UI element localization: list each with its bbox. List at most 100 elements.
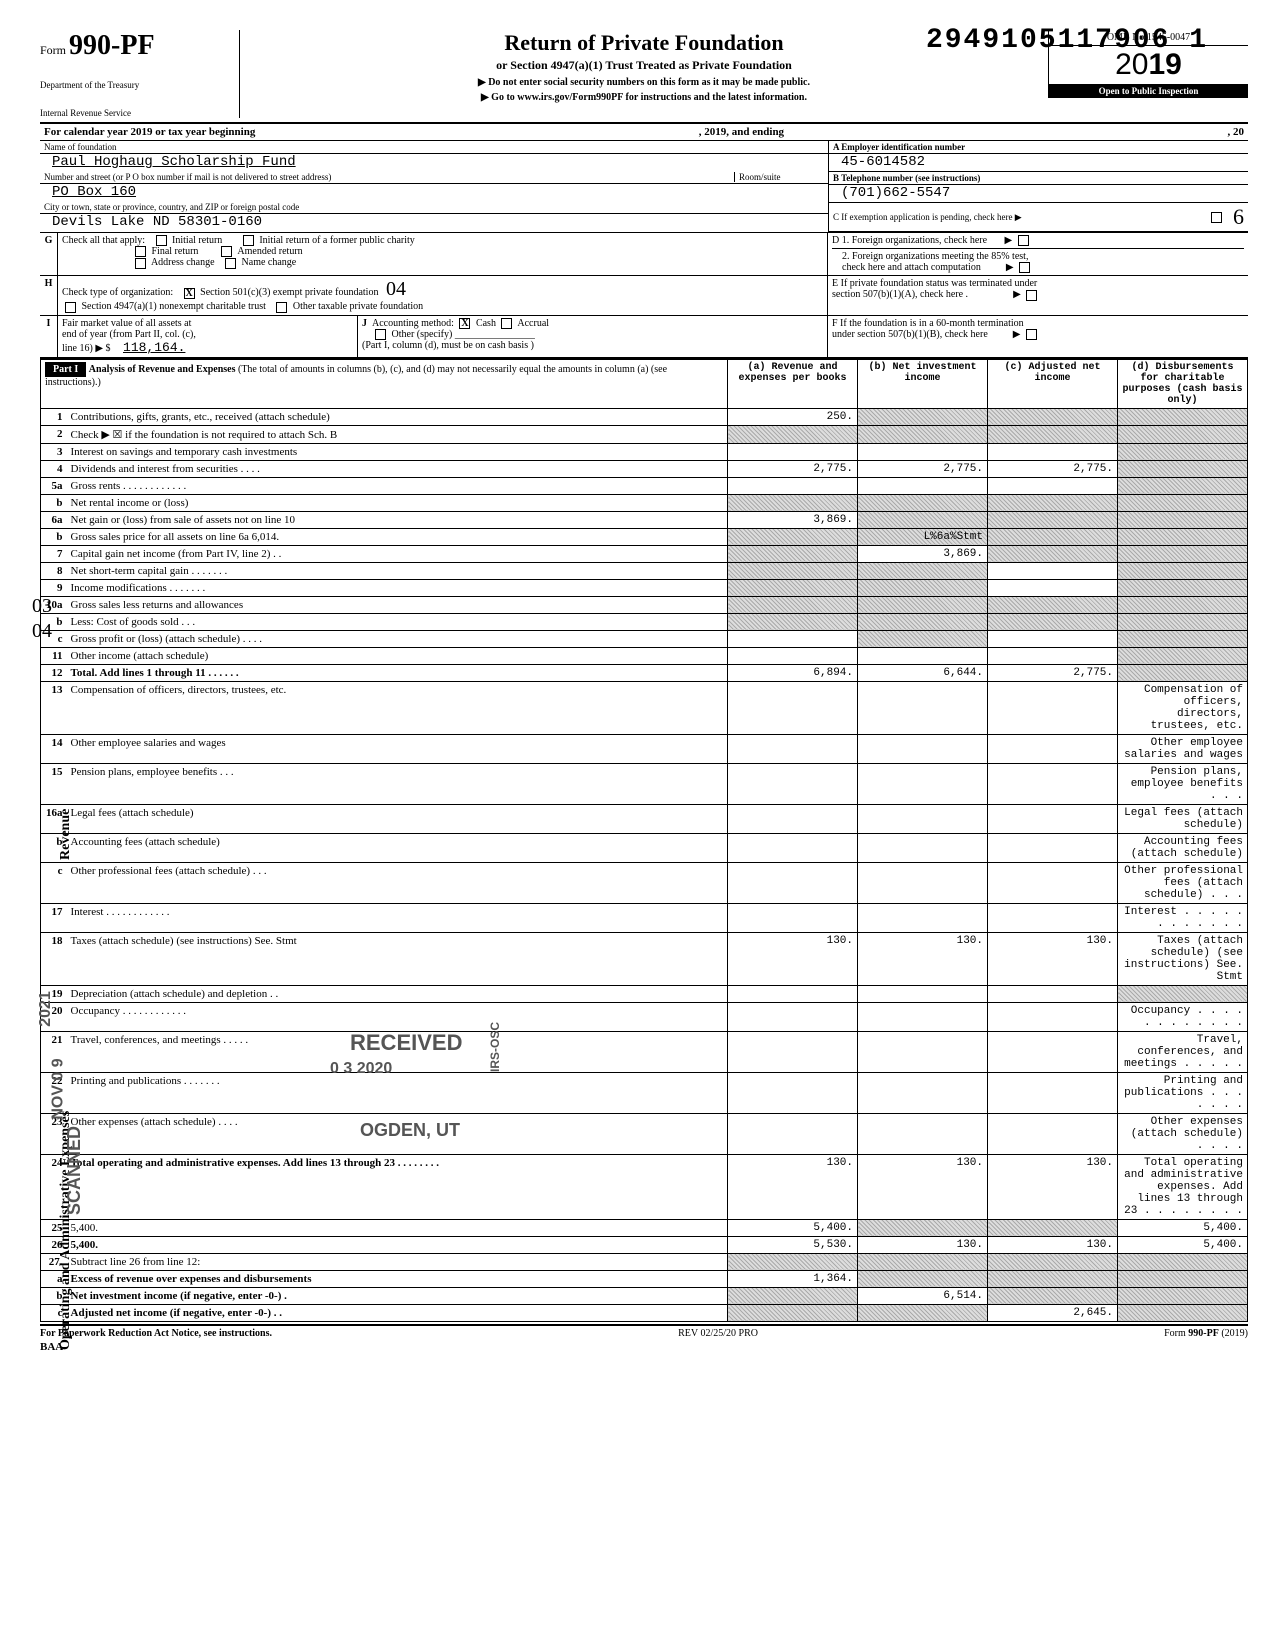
line-number: 11 [41, 647, 67, 664]
ck-addr-change[interactable] [135, 258, 146, 269]
col-a-cell [728, 1113, 858, 1154]
ck-former-charity[interactable] [243, 235, 254, 246]
line-description: Contributions, gifts, grants, etc., rece… [67, 408, 728, 425]
ck-final-return[interactable] [135, 246, 146, 257]
col-d-cell [1118, 408, 1248, 425]
line-description: Dividends and interest from securities .… [67, 460, 728, 477]
col-b-cell [858, 1219, 988, 1236]
col-b-cell [858, 494, 988, 511]
line-number: 18 [41, 932, 67, 985]
col-b-cell: L%6a%Stmt [858, 528, 988, 545]
table-row: 19Depreciation (attach schedule) and dep… [41, 985, 1248, 1002]
line-description: Total. Add lines 1 through 11 . . . . . … [67, 664, 728, 681]
line-description: Adjusted net income (if negative, enter … [67, 1304, 728, 1321]
col-b-cell [858, 681, 988, 734]
table-row: 265,400.5,530.130.130.5,400. [41, 1236, 1248, 1253]
col-b-cell [858, 734, 988, 763]
col-a-cell [728, 903, 858, 932]
ck-4947[interactable] [65, 302, 76, 313]
col-c-cell [988, 1219, 1118, 1236]
col-d-cell: Other employee salaries and wages [1118, 734, 1248, 763]
col-b-cell [858, 1253, 988, 1270]
col-b-cell [858, 1113, 988, 1154]
letter-i: I [40, 316, 58, 357]
g-opt-1: Final return [152, 246, 199, 257]
g-opt-0: Initial return [172, 235, 222, 246]
col-a-cell: 130. [728, 932, 858, 985]
cal-mid: , 2019, and ending [699, 126, 784, 138]
col-d-cell: 5,400. [1118, 1219, 1248, 1236]
col-c-cell: 130. [988, 932, 1118, 985]
ck-amended[interactable] [221, 246, 232, 257]
col-d-cell [1118, 613, 1248, 630]
ck-501c3[interactable]: X [184, 288, 195, 299]
col-b-cell [858, 862, 988, 903]
col-b-cell: 6,644. [858, 664, 988, 681]
col-c-cell [988, 1253, 1118, 1270]
box-e2: section 507(b)(1)(A), check here . [832, 289, 968, 300]
col-c-cell [988, 862, 1118, 903]
line-description: Compensation of officers, directors, tru… [67, 681, 728, 734]
col-b-cell: 6,514. [858, 1287, 988, 1304]
col-a-cell [728, 596, 858, 613]
part1-title: Analysis of Revenue and Expenses [89, 364, 236, 375]
col-a-cell [728, 494, 858, 511]
col-c-cell [988, 596, 1118, 613]
marginal-03: 03 [32, 595, 52, 618]
col-d-cell [1118, 425, 1248, 443]
city-label: City or town, state or province, country… [40, 201, 828, 214]
dln-number: 2949105117906 1 [926, 25, 1208, 56]
line-number: 17 [41, 903, 67, 932]
col-a-header: (a) Revenue and expenses per books [728, 359, 858, 408]
col-b-cell [858, 647, 988, 664]
col-d-cell [1118, 528, 1248, 545]
j-accrual: Accrual [517, 318, 549, 329]
ck-f[interactable] [1026, 329, 1037, 340]
col-d-cell [1118, 562, 1248, 579]
ck-other-taxable[interactable] [276, 302, 287, 313]
col-b-cell [858, 804, 988, 833]
table-row: 3Interest on savings and temporary cash … [41, 443, 1248, 460]
box-e1: E If private foundation status was termi… [832, 278, 1037, 289]
line-number: 15 [41, 763, 67, 804]
letter-h: H [40, 276, 58, 314]
col-c-cell [988, 681, 1118, 734]
h-opt-1: Section 501(c)(3) exempt private foundat… [200, 287, 378, 298]
ck-other-method[interactable] [375, 329, 386, 340]
marginal-04: 04 [32, 620, 52, 643]
col-c-cell: 2,775. [988, 460, 1118, 477]
col-d-cell: Other professional fees (attach schedule… [1118, 862, 1248, 903]
ck-d2[interactable] [1019, 262, 1030, 273]
h-opt-3: Other taxable private foundation [293, 301, 423, 312]
table-row: cAdjusted net income (if negative, enter… [41, 1304, 1248, 1321]
box-f2: under section 507(b)(1)(B), check here [832, 329, 988, 340]
room-label: Room/suite [734, 172, 824, 182]
form-num-big: 990-PF [69, 30, 155, 61]
col-a-cell [728, 985, 858, 1002]
open-inspection: Open to Public Inspection [1049, 84, 1248, 98]
col-a-cell [728, 630, 858, 647]
ck-accrual[interactable] [501, 318, 512, 329]
col-a-cell: 1,364. [728, 1270, 858, 1287]
ck-initial-return[interactable] [156, 235, 167, 246]
line-number: 1 [41, 408, 67, 425]
form-prefix: Form [40, 43, 66, 57]
table-row: 22Printing and publications . . . . . . … [41, 1072, 1248, 1113]
col-c-cell [988, 903, 1118, 932]
col-b-cell [858, 579, 988, 596]
col-b-cell [858, 630, 988, 647]
col-b-header: (b) Net investment income [858, 359, 988, 408]
col-b-cell [858, 596, 988, 613]
box-c-checkbox[interactable] [1211, 212, 1222, 223]
ck-d1[interactable] [1018, 235, 1029, 246]
col-c-cell [988, 647, 1118, 664]
col-c-cell: 2,775. [988, 664, 1118, 681]
ck-name-change[interactable] [225, 258, 236, 269]
line-description: Legal fees (attach schedule) [67, 804, 728, 833]
col-a-cell [728, 647, 858, 664]
part1-header-row: Part I Analysis of Revenue and Expenses … [41, 359, 1248, 408]
ck-cash[interactable]: X [459, 318, 470, 329]
ck-e[interactable] [1026, 290, 1037, 301]
col-d-cell [1118, 985, 1248, 1002]
col-d-cell: 5,400. [1118, 1236, 1248, 1253]
